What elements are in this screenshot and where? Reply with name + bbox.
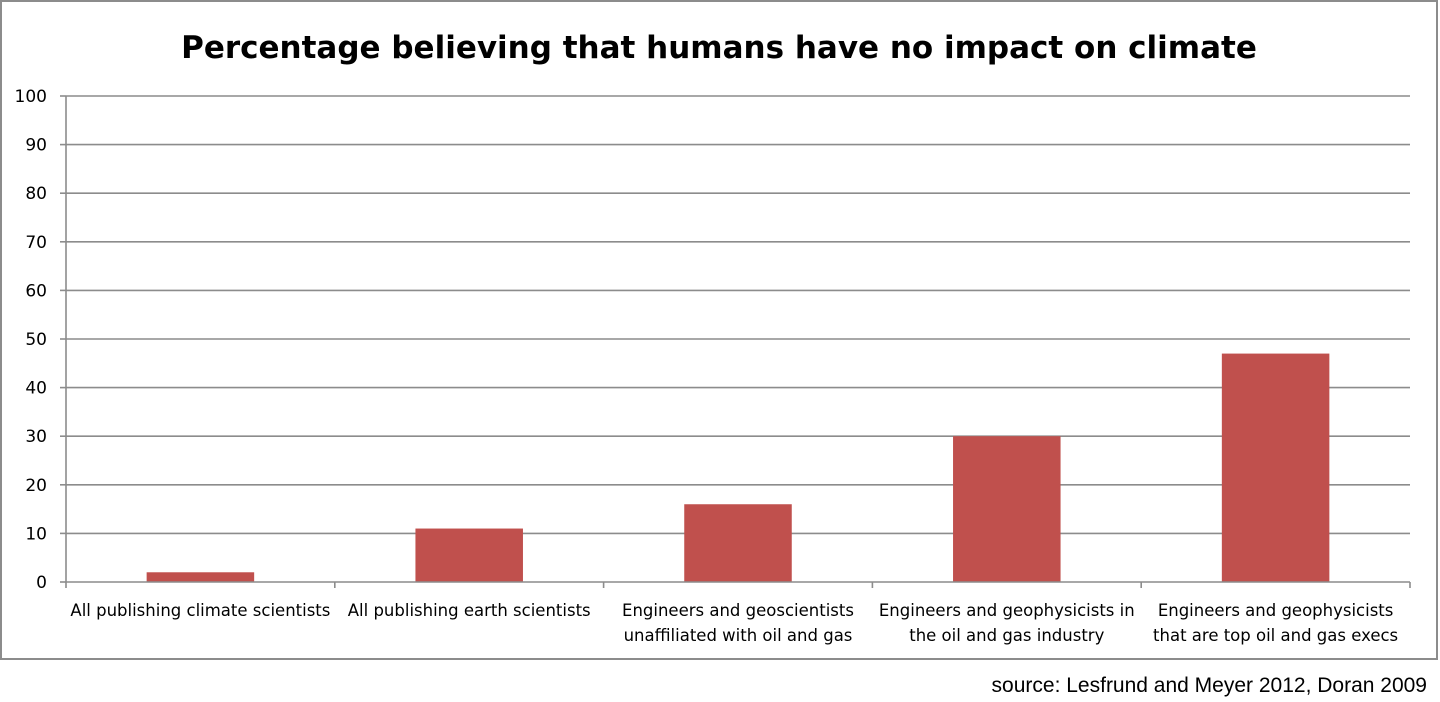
y-tick-label: 90 — [25, 136, 47, 156]
bars — [146, 353, 1330, 582]
chart-title: Percentage believing that humans have no… — [181, 30, 1257, 66]
x-category-label: Engineers and geoscientists — [622, 601, 854, 620]
x-category-label: unaffiliated with oil and gas — [624, 626, 853, 645]
bar — [684, 504, 792, 582]
x-category-label: Engineers and geophysicists in — [879, 601, 1135, 620]
source-note: source: Lesfrund and Meyer 2012, Doran 2… — [992, 674, 1427, 697]
x-category-label: that are top oil and gas execs — [1153, 626, 1398, 645]
axis-labels: 0 10 20 30 40 50 60 70 80 90 100 All publishing cli… — [15, 87, 1399, 645]
bar — [415, 528, 523, 582]
y-tick-label: 100 — [15, 87, 47, 107]
y-tick-label: 70 — [25, 233, 47, 253]
y-tick-label: 30 — [25, 427, 47, 447]
y-tick-label: 80 — [25, 184, 47, 204]
y-tick-label: 20 — [25, 476, 47, 496]
bar — [1221, 353, 1330, 582]
x-category-label: All publishing climate scientists — [70, 601, 330, 620]
x-category-label: Engineers and geophysicists — [1158, 601, 1394, 620]
gridlines — [66, 95, 1410, 535]
x-category-label: All publishing earth scientists — [348, 601, 591, 620]
y-tick-label: 10 — [25, 524, 47, 544]
bar — [146, 572, 255, 582]
bar — [953, 436, 1061, 582]
y-tick-label: 0 — [36, 573, 47, 593]
x-category-label: the oil and gas industry — [909, 626, 1104, 645]
axes — [60, 95, 1411, 588]
y-tick-label: 50 — [25, 330, 47, 350]
y-tick-label: 40 — [25, 379, 47, 399]
y-tick-label: 60 — [25, 281, 47, 301]
